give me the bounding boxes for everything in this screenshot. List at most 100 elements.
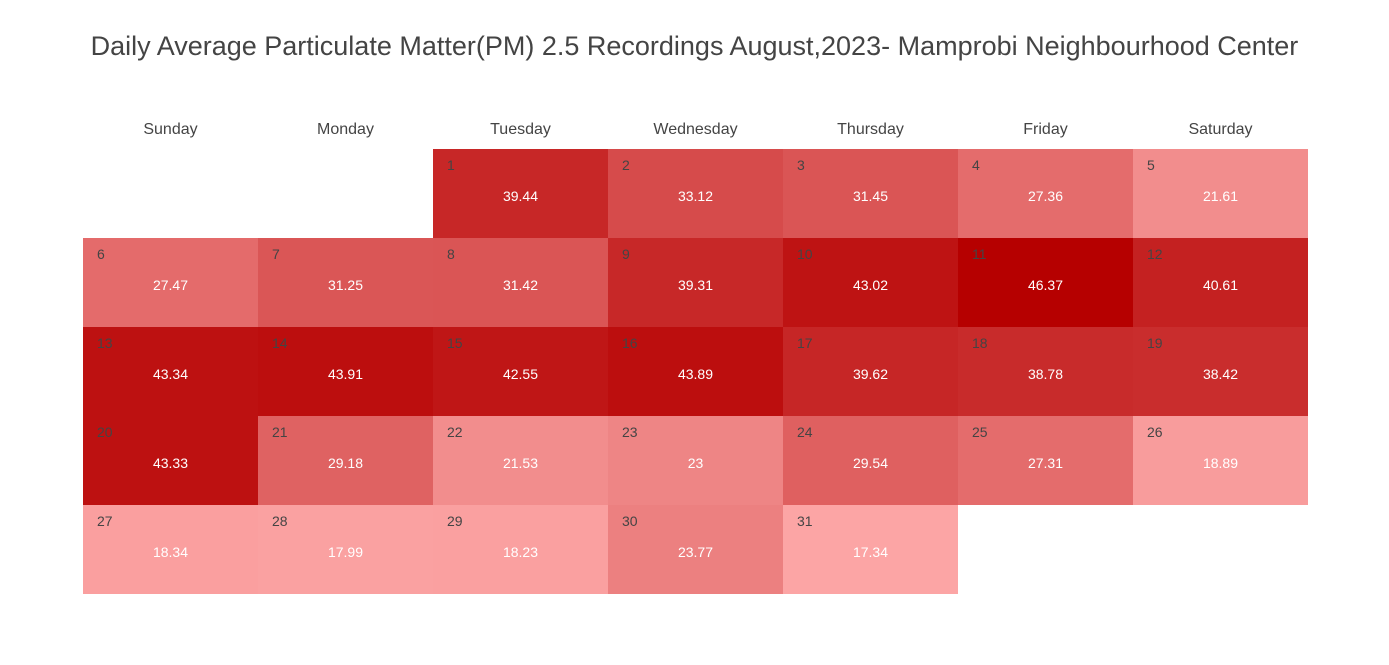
value-label: 23 — [688, 455, 704, 471]
value-label: 17.34 — [853, 544, 888, 560]
day-number: 19 — [1147, 335, 1163, 351]
value-label: 42.55 — [503, 366, 538, 382]
day-cell: 16 43.89 — [608, 327, 783, 416]
day-cell: 27 18.34 — [83, 505, 258, 594]
heat-cell — [433, 416, 608, 505]
value-label: 40.61 — [1203, 277, 1238, 293]
day-cell: 20 43.33 — [83, 416, 258, 505]
heat-cell — [608, 505, 783, 594]
heat-cell — [783, 416, 958, 505]
day-number: 22 — [447, 424, 463, 440]
heat-cell — [958, 327, 1133, 416]
heat-cell — [1133, 238, 1308, 327]
weekday-header-saturday: Saturday — [1188, 121, 1252, 138]
day-cell: 627.47 — [83, 238, 258, 327]
heat-cell — [783, 238, 958, 327]
day-cell: 28 17.99 — [258, 505, 433, 594]
value-label: 27.47 — [153, 277, 188, 293]
day-cell: 521.61 — [1133, 149, 1308, 238]
day-number: 8 — [447, 246, 455, 262]
day-cell: 11 46.37 — [958, 238, 1133, 327]
value-label: 18.34 — [153, 544, 188, 560]
heat-cell — [433, 505, 608, 594]
day-cell: 17 39.62 — [783, 327, 958, 416]
heat-cell — [433, 327, 608, 416]
day-number: 4 — [972, 157, 980, 173]
day-cell: 939.31 — [608, 238, 783, 327]
value-label: 29.54 — [853, 455, 888, 471]
heat-cell — [83, 505, 258, 594]
heat-cell — [83, 238, 258, 327]
day-cell: 731.25 — [258, 238, 433, 327]
heat-cell — [958, 416, 1133, 505]
value-label: 39.44 — [503, 188, 538, 204]
value-label: 27.31 — [1028, 455, 1063, 471]
day-cell: 19 38.42 — [1133, 327, 1308, 416]
heat-cell — [1133, 416, 1308, 505]
heat-cell — [1133, 149, 1308, 238]
value-label: 18.23 — [503, 544, 538, 560]
day-number: 12 — [1147, 246, 1163, 262]
day-number: 14 — [272, 335, 288, 351]
day-number: 11 — [972, 246, 987, 262]
day-number: 27 — [97, 513, 113, 529]
day-cell: 139.44 — [433, 149, 608, 238]
heat-cell — [783, 327, 958, 416]
day-number: 28 — [272, 513, 288, 529]
day-number: 13 — [97, 335, 113, 351]
day-number: 21 — [272, 424, 288, 440]
day-number: 23 — [622, 424, 638, 440]
value-label: 39.31 — [678, 277, 713, 293]
day-cell: 427.36 — [958, 149, 1133, 238]
value-label: 39.62 — [853, 366, 888, 382]
heat-cell — [1133, 327, 1308, 416]
heat-cell — [958, 238, 1133, 327]
heat-cell — [608, 149, 783, 238]
day-cell: 25 27.31 — [958, 416, 1133, 505]
day-number: 26 — [1147, 424, 1163, 440]
value-label: 43.89 — [678, 366, 713, 382]
day-cell: 29 18.23 — [433, 505, 608, 594]
day-number: 16 — [622, 335, 638, 351]
weekday-header-tuesday: Tuesday — [490, 121, 551, 138]
day-number: 30 — [622, 513, 638, 529]
heat-cell — [783, 149, 958, 238]
day-cell: 233.12 — [608, 149, 783, 238]
day-number: 5 — [1147, 157, 1155, 173]
value-label: 21.53 — [503, 455, 538, 471]
day-number: 31 — [797, 513, 813, 529]
value-label: 38.78 — [1028, 366, 1063, 382]
heat-cell — [83, 327, 258, 416]
day-cell: 30 23.77 — [608, 505, 783, 594]
heat-cell — [433, 238, 608, 327]
day-cell: 26 18.89 — [1133, 416, 1308, 505]
day-cell: 23 23 — [608, 416, 783, 505]
day-cell: 21 29.18 — [258, 416, 433, 505]
heat-cell — [258, 327, 433, 416]
value-label: 17.99 — [328, 544, 363, 560]
heat-cell — [608, 416, 783, 505]
value-label: 31.25 — [328, 277, 363, 293]
value-label: 27.36 — [1028, 188, 1063, 204]
day-cell: 12 40.61 — [1133, 238, 1308, 327]
day-cell: 18 38.78 — [958, 327, 1133, 416]
value-label: 23.77 — [678, 544, 713, 560]
heat-cell — [258, 505, 433, 594]
heat-cell — [958, 149, 1133, 238]
weekday-header-sunday: Sunday — [143, 121, 197, 138]
heat-cell — [433, 149, 608, 238]
day-number: 17 — [797, 335, 813, 351]
day-cell: 15 42.55 — [433, 327, 608, 416]
day-cell: 13 43.34 — [83, 327, 258, 416]
heat-cell — [258, 238, 433, 327]
day-cell: 14 43.91 — [258, 327, 433, 416]
chart-title: Daily Average Particulate Matter(PM) 2.5… — [90, 31, 1299, 61]
value-label: 43.02 — [853, 277, 888, 293]
value-label: 43.34 — [153, 366, 188, 382]
day-number: 7 — [272, 246, 280, 262]
weekday-header-wednesday: Wednesday — [653, 121, 737, 138]
heat-cell — [608, 327, 783, 416]
value-label: 31.42 — [503, 277, 538, 293]
weekday-header-friday: Friday — [1023, 121, 1067, 138]
